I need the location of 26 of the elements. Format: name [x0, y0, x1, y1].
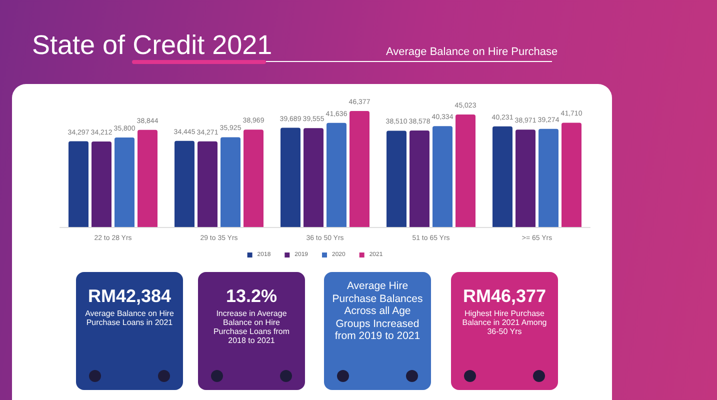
bar — [410, 130, 430, 227]
chart-title: State of Credit 2021 — [32, 30, 272, 61]
text: RM42,384 Average Balance on Hire Purchase Loans in 2021 — [76, 272, 183, 390]
bar — [326, 122, 346, 227]
bar — [174, 140, 194, 227]
bar — [220, 137, 240, 227]
text: RM46,377 Highest Hire Purchase Balance in 2021 Among 36-50 Yrs — [451, 272, 558, 390]
bar — [68, 141, 88, 227]
bar — [198, 141, 218, 227]
bar — [244, 130, 264, 227]
bar — [562, 122, 582, 227]
text: Average Hire Purchase Balances Across all Age Groups Increased from 2019 to 2021 — [324, 272, 431, 390]
bar — [538, 128, 558, 227]
bar — [304, 128, 324, 227]
bar — [516, 130, 536, 227]
bar — [114, 138, 134, 227]
bar — [138, 130, 158, 227]
bar — [492, 126, 512, 227]
bar — [386, 130, 406, 227]
bar — [432, 126, 452, 227]
bar — [350, 111, 370, 227]
bar — [456, 114, 476, 227]
bar — [280, 128, 300, 227]
bar — [92, 141, 112, 227]
chart-subtitle: Average Balance on Hire Purchase — [386, 46, 558, 58]
text: 13.2% Increase in Average Balance on Hire Purchase Loans from 2018 to 2021 — [198, 272, 305, 390]
